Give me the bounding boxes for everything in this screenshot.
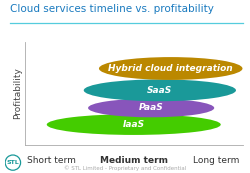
Text: Long term: Long term — [193, 156, 240, 165]
Text: STL: STL — [6, 160, 19, 165]
Y-axis label: Profitability: Profitability — [13, 67, 22, 119]
Ellipse shape — [88, 99, 214, 117]
Ellipse shape — [47, 114, 221, 135]
Text: Medium term: Medium term — [100, 156, 168, 165]
Text: Cloud services timeline vs. profitability: Cloud services timeline vs. profitabilit… — [10, 4, 214, 14]
Text: © STL Limited - Proprietary and Confidential: © STL Limited - Proprietary and Confiden… — [64, 166, 186, 171]
Text: PaaS: PaaS — [139, 103, 164, 112]
Ellipse shape — [99, 57, 242, 80]
Ellipse shape — [84, 79, 236, 101]
Text: Short term: Short term — [27, 156, 76, 165]
Text: IaaS: IaaS — [123, 120, 145, 129]
Text: SaaS: SaaS — [147, 86, 172, 95]
Text: Hybrid cloud integration: Hybrid cloud integration — [108, 64, 233, 73]
